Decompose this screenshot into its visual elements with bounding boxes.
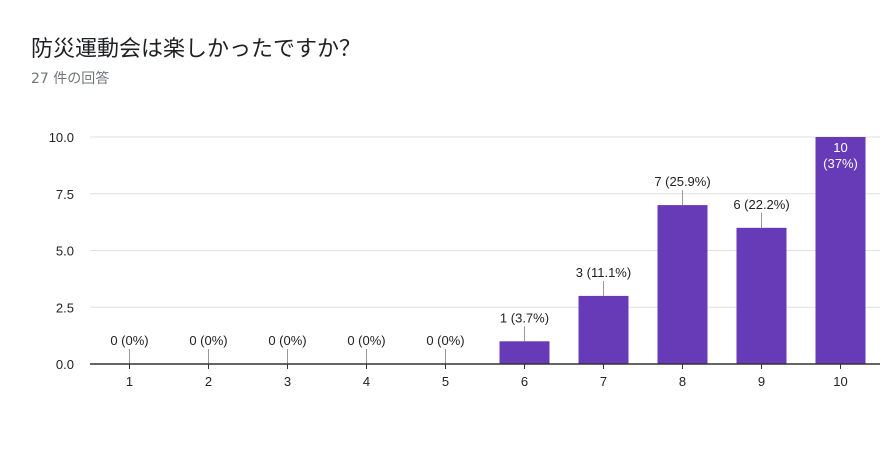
bar — [578, 295, 629, 364]
data-label: 0 (0%) — [110, 333, 148, 348]
y-tick-label: 5.0 — [56, 244, 74, 259]
x-tick-label: 7 — [600, 374, 607, 389]
x-tick-label: 8 — [679, 374, 686, 389]
y-tick-label: 7.5 — [56, 187, 74, 202]
data-label: 7 (25.9%) — [654, 174, 710, 189]
x-tick-label: 6 — [521, 374, 528, 389]
x-tick-label: 3 — [284, 374, 291, 389]
response-count: 27 件の回答 — [31, 71, 110, 87]
data-label: 10 (37%) — [823, 140, 858, 171]
y-tick-label: 10.0 — [49, 130, 74, 145]
y-tick-label: 0.0 — [56, 357, 74, 372]
x-tick-label: 4 — [363, 374, 370, 389]
data-label: 0 (0%) — [189, 333, 227, 348]
x-tick-label: 5 — [442, 374, 449, 389]
x-tick-label: 10 — [833, 374, 847, 389]
data-label: 6 (22.2%) — [733, 197, 789, 212]
chart-title: 防災運動会は楽しかったですか？ — [31, 37, 362, 62]
bar — [815, 137, 866, 364]
data-label: 3 (11.1%) — [576, 265, 631, 280]
bar — [657, 205, 708, 364]
x-tick-label: 2 — [205, 374, 212, 389]
data-label: 0 (0%) — [268, 333, 306, 348]
bar — [736, 227, 787, 364]
bar — [499, 341, 550, 364]
data-label: 1 (3.7%) — [500, 310, 549, 325]
x-tick-label: 9 — [758, 374, 765, 389]
x-tick-label: 1 — [126, 374, 133, 389]
data-label: 0 (0%) — [347, 333, 385, 348]
y-tick-label: 2.5 — [56, 300, 74, 315]
data-label: 0 (0%) — [426, 333, 464, 348]
